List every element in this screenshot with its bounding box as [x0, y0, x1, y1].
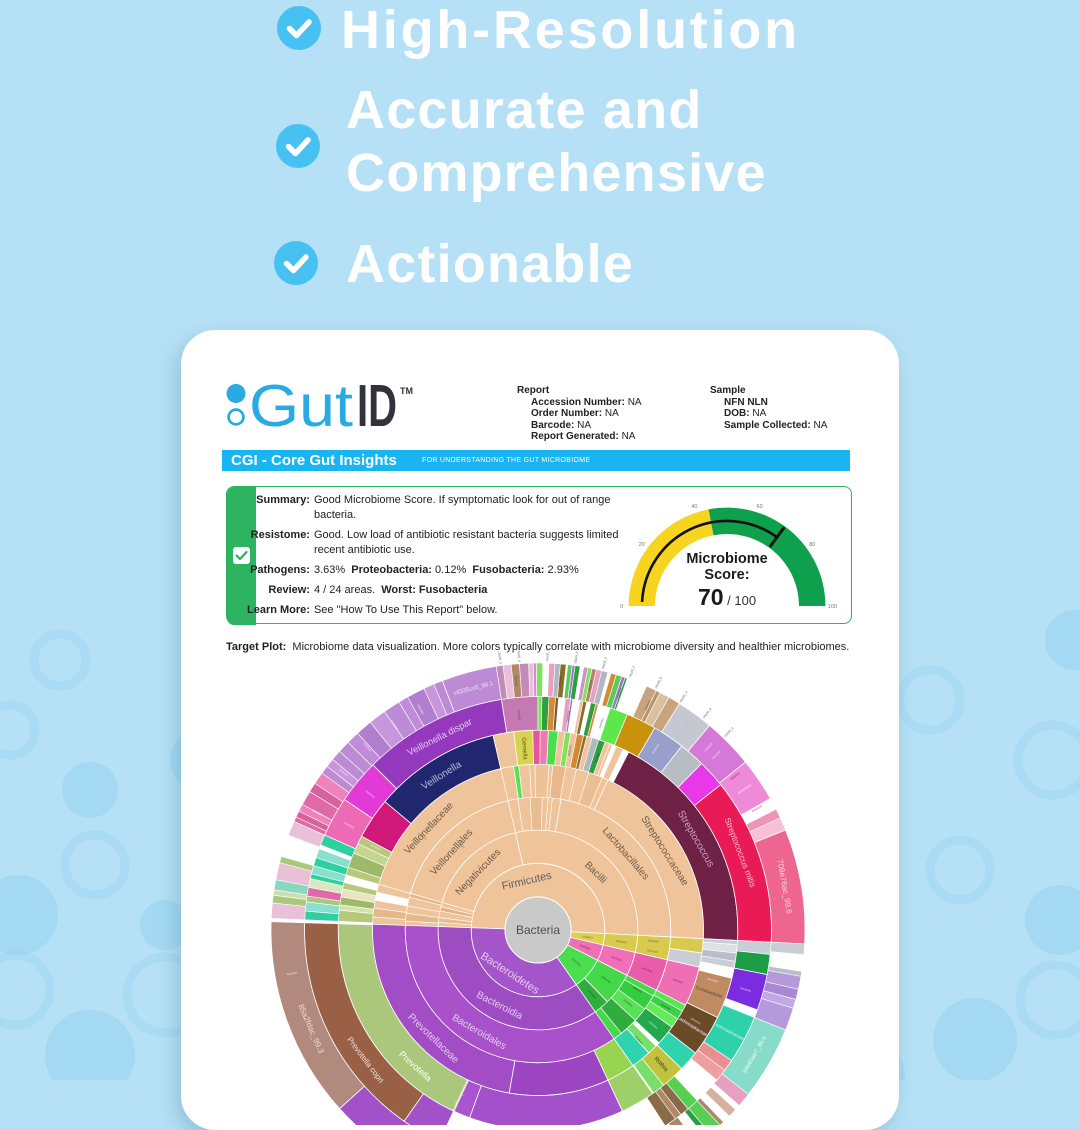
svg-text:aaaaaa: aaaaaa	[312, 808, 324, 817]
svg-text:aaaaaa: aaaaaa	[587, 989, 597, 1000]
svg-text:c6a35_9: c6a35_9	[601, 657, 608, 670]
svg-text:aaaaaa: aaaaaa	[711, 749, 722, 760]
svg-text:aaaaaa: aaaaaa	[623, 998, 634, 1008]
svg-text:aaaaaa: aaaaaa	[365, 789, 376, 799]
svg-text:aaaaaa: aaaaaa	[582, 934, 594, 940]
svg-text:aaaaaa: aaaaaa	[648, 938, 659, 943]
svg-text:aaaaaa: aaaaaa	[707, 977, 719, 984]
svg-text:aaaaaa: aaaaaa	[615, 939, 627, 945]
svg-text:aaaaaa: aaaaaa	[557, 675, 562, 686]
svg-text:aaaaaa: aaaaaa	[338, 768, 349, 778]
svg-text:c6a35_9: c6a35_9	[679, 690, 689, 703]
svg-text:aaaaaa: aaaaaa	[416, 703, 425, 715]
svg-text:aaaaaa: aaaaaa	[634, 1034, 644, 1045]
svg-text:c6a35_9: c6a35_9	[723, 726, 735, 738]
svg-text:aaaaaa: aaaaaa	[517, 709, 522, 720]
svg-text:aaaaaa: aaaaaa	[646, 948, 658, 954]
svg-text:aaaaaa: aaaaaa	[672, 977, 684, 985]
svg-text:aaaaaa: aaaaaa	[703, 742, 714, 753]
svg-text:40: 40	[691, 504, 697, 510]
svg-text:aaaaaa: aaaaaa	[680, 722, 690, 733]
svg-text:aaaaaa: aaaaaa	[600, 974, 611, 984]
svg-text:aaaaaa: aaaaaa	[740, 986, 752, 993]
svg-text:0: 0	[620, 604, 623, 610]
svg-text:aaaaaa: aaaaaa	[651, 743, 660, 755]
svg-text:Gemella: Gemella	[520, 737, 528, 760]
svg-text:aaaaaa: aaaaaa	[641, 966, 653, 974]
svg-text:20: 20	[639, 542, 645, 548]
svg-text:80: 80	[809, 542, 815, 548]
svg-text:aaaaaa: aaaaaa	[567, 745, 573, 757]
svg-text:aaaaaa: aaaaaa	[690, 1016, 702, 1025]
svg-text:c6a35_9: c6a35_9	[654, 676, 663, 689]
svg-text:Gut: Gut	[249, 378, 353, 439]
svg-text:Bacteria: Bacteria	[516, 923, 560, 937]
svg-text:aaaaaa: aaaaaa	[643, 699, 651, 711]
svg-text:aaaaaa: aaaaaa	[611, 955, 623, 963]
svg-text:aaaaaa: aaaaaa	[751, 804, 763, 813]
svg-text:ID: ID	[357, 378, 397, 439]
svg-text:aaaaaa: aaaaaa	[286, 970, 298, 976]
svg-text:c6a35_9: c6a35_9	[497, 651, 503, 664]
svg-text:aaaaaa: aaaaaa	[571, 957, 582, 967]
svg-text:c6a35_9: c6a35_9	[517, 649, 522, 662]
svg-text:aaaaaa: aaaaaa	[579, 943, 591, 951]
svg-text:c6a35_9: c6a35_9	[545, 649, 549, 662]
svg-text:aaaaaa: aaaaaa	[370, 843, 382, 852]
svg-text:aaaaaa: aaaaaa	[417, 831, 428, 841]
svg-text:aaaaaa: aaaaaa	[565, 710, 571, 722]
svg-text:aaaaaa: aaaaaa	[390, 719, 400, 730]
svg-text:aaaaaa: aaaaaa	[616, 688, 623, 700]
svg-text:aaaaaa: aaaaaa	[455, 838, 465, 849]
svg-text:aaaaaa: aaaaaa	[593, 752, 600, 764]
svg-text:aaaaaa: aaaaaa	[674, 761, 684, 772]
svg-text:60: 60	[757, 504, 763, 510]
svg-text:aaaaaa: aaaaaa	[514, 675, 519, 686]
svg-text:aaaaaa: aaaaaa	[674, 761, 684, 772]
svg-text:aaaaaa: aaaaaa	[587, 680, 593, 692]
svg-text:c6a35_9: c6a35_9	[628, 665, 636, 678]
svg-text:aaaaaa: aaaaaa	[598, 717, 605, 729]
svg-text:100: 100	[828, 604, 837, 610]
svg-text:aaaaaa: aaaaaa	[729, 771, 740, 781]
svg-text:TM: TM	[400, 386, 413, 396]
svg-text:aaaaaa: aaaaaa	[680, 722, 690, 733]
svg-text:aaaaaa: aaaaaa	[632, 985, 644, 994]
svg-text:aaaaaa: aaaaaa	[362, 742, 373, 753]
svg-text:aaaaaa: aaaaaa	[648, 1020, 659, 1030]
svg-text:c6a35_9: c6a35_9	[702, 707, 713, 719]
svg-text:aaaaaa: aaaaaa	[343, 821, 355, 830]
svg-text:c6a35_9: c6a35_9	[573, 651, 579, 664]
svg-text:aaaaaa: aaaaaa	[660, 1002, 672, 1011]
